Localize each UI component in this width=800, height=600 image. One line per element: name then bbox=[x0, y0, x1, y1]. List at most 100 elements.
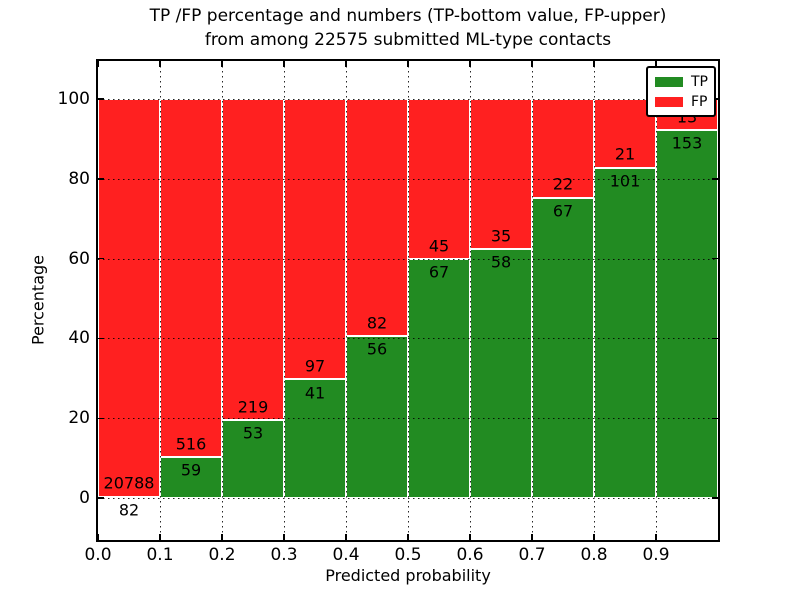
y-tick-label: 60 bbox=[68, 248, 90, 269]
y-tick-mark bbox=[712, 417, 718, 419]
bar-count-label-fp: 45 bbox=[428, 236, 450, 256]
legend-entry-fp: FP bbox=[655, 93, 708, 110]
bar-segment-fp bbox=[470, 98, 532, 250]
y-tick-mark bbox=[98, 337, 104, 340]
legend-swatch-fp-icon bbox=[655, 96, 683, 107]
bar-count-label-fp: 82 bbox=[366, 313, 388, 333]
bar-segment-fp bbox=[594, 98, 656, 168]
x-tick-mark bbox=[159, 534, 161, 540]
bar-count-label-tp: 82 bbox=[118, 500, 140, 520]
x-tick-mark bbox=[407, 61, 409, 67]
bar-count-label-fp: 22 bbox=[552, 174, 574, 194]
y-tick-label: 0 bbox=[79, 488, 90, 509]
x-tick-label: 0.3 bbox=[270, 545, 298, 565]
x-tick-mark bbox=[345, 61, 347, 67]
y-tick-mark bbox=[98, 98, 104, 100]
x-tick-label: 0.2 bbox=[208, 545, 236, 565]
bar-count-label-tp: 67 bbox=[428, 262, 450, 282]
x-tick-mark bbox=[655, 534, 657, 540]
plot-area: 20788 82 516 59 219 53 97 41 82 56 45 67 35 58 22 67 21 1… bbox=[97, 61, 718, 540]
gridline-vertical bbox=[593, 61, 595, 540]
bar-segment-tp bbox=[532, 197, 594, 499]
chart-title: TP /FP percentage and numbers (TP-bottom… bbox=[98, 4, 718, 52]
x-tick-mark bbox=[407, 534, 409, 540]
x-tick-mark bbox=[469, 534, 471, 540]
legend-entry-tp: TP bbox=[655, 73, 708, 90]
bar-count-label-tp: 153 bbox=[671, 133, 703, 153]
y-tick-mark bbox=[712, 337, 718, 340]
bar-segment-fp bbox=[532, 98, 594, 198]
gridline-vertical bbox=[531, 61, 533, 540]
x-tick-label: 0.0 bbox=[84, 545, 112, 565]
y-tick-label: 100 bbox=[57, 88, 90, 109]
y-tick-mark bbox=[98, 257, 104, 260]
x-tick-label: 0.6 bbox=[456, 545, 484, 565]
x-tick-mark bbox=[283, 534, 285, 540]
y-tick-label: 80 bbox=[68, 168, 90, 189]
bar-count-label-fp: 516 bbox=[175, 434, 207, 454]
x-tick-mark bbox=[655, 61, 657, 67]
gridline-vertical bbox=[221, 61, 223, 540]
bar-segment-tp bbox=[222, 420, 284, 499]
bar-count-label-tp: 67 bbox=[552, 201, 574, 221]
bar-segment-tp bbox=[470, 249, 532, 499]
gridline-vertical bbox=[407, 61, 409, 540]
chart-title-line-2: from among 22575 submitted ML-type conta… bbox=[204, 30, 612, 50]
bar-segment-fp bbox=[98, 98, 160, 497]
bar-segment-tp bbox=[408, 259, 470, 499]
legend: TP FP bbox=[646, 66, 716, 117]
y-tick-mark bbox=[712, 178, 718, 180]
x-tick-label: 0.8 bbox=[580, 545, 608, 565]
bar-segment-fp bbox=[222, 98, 284, 421]
y-tick-mark bbox=[98, 497, 104, 499]
bar-count-label-tp: 58 bbox=[490, 252, 512, 272]
y-tick-mark bbox=[98, 417, 104, 419]
x-tick-label: 0.4 bbox=[332, 545, 360, 565]
x-tick-mark bbox=[221, 534, 223, 540]
bar-count-label-fp: 97 bbox=[304, 356, 326, 376]
legend-swatch-tp-icon bbox=[655, 76, 683, 87]
bar-count-label-fp: 219 bbox=[237, 397, 269, 417]
x-tick-mark bbox=[283, 61, 285, 67]
bar-count-label-tp: 101 bbox=[609, 171, 641, 191]
bar-count-label-tp: 56 bbox=[366, 339, 388, 359]
legend-label-fp: FP bbox=[691, 93, 708, 110]
y-tick-mark bbox=[712, 497, 718, 499]
x-tick-mark bbox=[97, 534, 99, 540]
bar-segment-fp bbox=[346, 98, 408, 337]
gridline-vertical bbox=[283, 61, 285, 540]
bar-count-label-tp: 53 bbox=[242, 423, 264, 443]
chart-title-line-1: TP /FP percentage and numbers (TP-bottom… bbox=[149, 6, 667, 26]
bar-segment-fp bbox=[284, 98, 346, 380]
bar-count-label-fp: 21 bbox=[614, 144, 636, 164]
x-tick-label: 0.5 bbox=[394, 545, 422, 565]
x-tick-mark bbox=[469, 61, 471, 67]
legend-label-tp: TP bbox=[691, 73, 708, 90]
x-tick-mark bbox=[221, 61, 223, 67]
gridline-vertical bbox=[159, 61, 161, 540]
x-tick-mark bbox=[593, 534, 595, 540]
y-tick-label: 20 bbox=[68, 408, 90, 429]
x-tick-mark bbox=[159, 61, 161, 67]
y-tick-mark bbox=[712, 257, 718, 260]
bar-segment-tp bbox=[346, 336, 408, 499]
x-axis-label: Predicted probability bbox=[325, 566, 491, 585]
x-tick-label: 0.1 bbox=[146, 545, 174, 565]
bar-segment-tp bbox=[656, 130, 718, 499]
bar-count-label-tp: 59 bbox=[180, 460, 202, 480]
bar-count-label-tp: 41 bbox=[304, 383, 326, 403]
bar-count-label-fp: 20788 bbox=[103, 473, 155, 493]
x-tick-mark bbox=[531, 534, 533, 540]
bar-segment-tp bbox=[594, 167, 656, 499]
x-tick-mark bbox=[97, 61, 99, 67]
x-tick-mark bbox=[593, 61, 595, 67]
gridline-vertical bbox=[345, 61, 347, 540]
gridline-vertical bbox=[655, 61, 657, 540]
x-tick-mark bbox=[345, 534, 347, 540]
x-tick-label: 0.7 bbox=[518, 545, 546, 565]
bar-segment-fp bbox=[160, 98, 222, 458]
y-tick-mark bbox=[98, 178, 104, 180]
x-tick-label: 0.9 bbox=[642, 545, 670, 565]
bar-count-label-fp: 35 bbox=[490, 226, 512, 246]
x-tick-mark bbox=[531, 61, 533, 67]
